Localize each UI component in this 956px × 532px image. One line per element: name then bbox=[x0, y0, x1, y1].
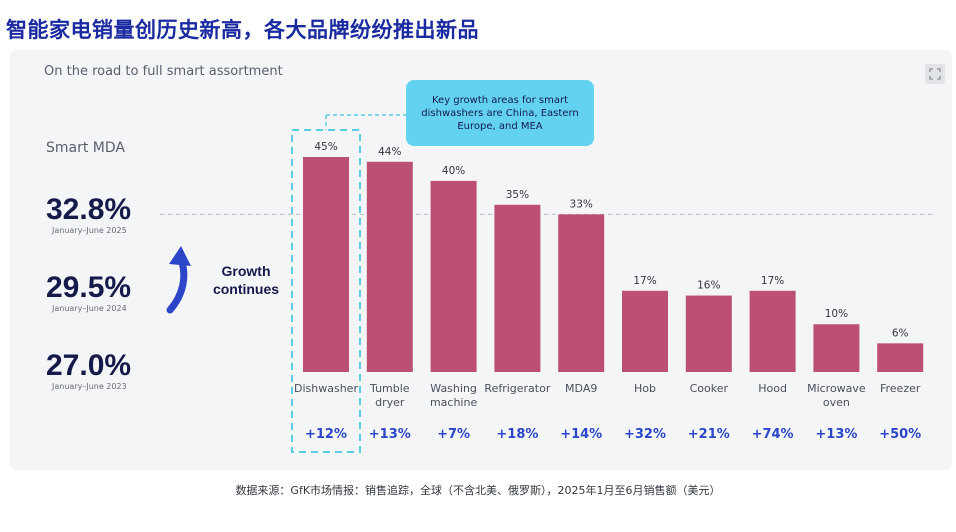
bar-6 bbox=[685, 295, 732, 372]
category-label-0: Dishwasher bbox=[294, 382, 358, 395]
growth-label-line-2: continues bbox=[212, 281, 280, 297]
category-label-6: Cooker bbox=[690, 382, 729, 395]
category-label-5: Hob bbox=[634, 382, 656, 395]
growth-label-0: +12% bbox=[305, 427, 347, 442]
category-label-1-line-0: Tumble bbox=[369, 382, 410, 395]
bar-8 bbox=[813, 324, 860, 372]
stat-2024-value: 29.5% bbox=[46, 271, 132, 304]
highlight-box bbox=[291, 129, 361, 453]
stat-2025-value: 32.8% bbox=[46, 193, 132, 226]
growth-label-6: +21% bbox=[688, 427, 730, 442]
chart-title: On the road to full smart assortment bbox=[44, 64, 283, 79]
category-label-9: Freezer bbox=[880, 382, 921, 395]
category-label-2-line-1: machine bbox=[430, 396, 478, 409]
headline: 智能家电销量创历史新高，各大品牌纷纷推出新品 bbox=[6, 18, 479, 42]
category-label-1-line-1: dryer bbox=[375, 396, 405, 409]
growth-label-4: +14% bbox=[560, 427, 602, 442]
stat-2023-value: 27.0% bbox=[46, 349, 132, 382]
value-label-3: 35% bbox=[506, 189, 529, 201]
growth-label-2: +7% bbox=[437, 427, 470, 442]
value-label-9: 6% bbox=[892, 327, 909, 339]
value-label-8: 10% bbox=[825, 308, 848, 320]
bar-1 bbox=[366, 161, 413, 372]
value-label-5: 17% bbox=[633, 275, 656, 287]
category-label-7: Hood bbox=[758, 382, 787, 395]
stat-2025-period: January–June 2025 bbox=[52, 226, 127, 235]
bar-3 bbox=[494, 204, 541, 372]
growth-label-line-1: Growth bbox=[221, 263, 271, 279]
bar-2 bbox=[430, 180, 477, 372]
callout-box: Key growth areas for smart dishwashers a… bbox=[406, 80, 594, 146]
value-label-4: 33% bbox=[570, 198, 593, 210]
expand-icon bbox=[929, 68, 941, 80]
growth-arrow-icon bbox=[166, 246, 191, 314]
growth-label-9: +50% bbox=[879, 427, 921, 442]
growth-label-8: +13% bbox=[815, 427, 857, 442]
value-label-6: 16% bbox=[697, 280, 720, 292]
growth-label-1: +13% bbox=[369, 427, 411, 442]
value-label-0: 45% bbox=[314, 141, 337, 153]
stat-2023-period: January–June 2023 bbox=[52, 382, 127, 391]
stat-2024: 29.5% January–June 2024 bbox=[46, 271, 166, 314]
expand-button[interactable] bbox=[925, 64, 945, 84]
growth-label-5: +32% bbox=[624, 427, 666, 442]
category-label-3: Refrigerator bbox=[484, 382, 550, 395]
category-label-8-line-0: Microwave bbox=[807, 382, 866, 395]
category-label-2-line-0: Washing bbox=[430, 382, 477, 395]
smart-mda-label: Smart MDA bbox=[46, 140, 125, 156]
bar-7 bbox=[749, 290, 796, 372]
value-label-7: 17% bbox=[761, 275, 784, 287]
bar-5 bbox=[622, 290, 668, 372]
growth-label-7: +74% bbox=[752, 427, 794, 442]
growth-continues-label: Growth continues bbox=[204, 262, 288, 298]
bar-0 bbox=[303, 157, 349, 372]
stat-2024-period: January–June 2024 bbox=[52, 304, 127, 313]
bar-4 bbox=[558, 214, 605, 372]
value-label-1: 44% bbox=[378, 146, 401, 158]
source-note: 数据来源：GfK市场情报：销售追踪，全球（不含北美、俄罗斯），2025年1月至6… bbox=[235, 484, 721, 497]
stat-2023: 27.0% January–June 2023 bbox=[46, 349, 166, 392]
value-label-2: 40% bbox=[442, 165, 465, 177]
growth-label-3: +18% bbox=[496, 427, 538, 442]
bar-9 bbox=[877, 343, 924, 372]
category-label-8-line-1: oven bbox=[823, 396, 850, 409]
category-label-4: MDA9 bbox=[565, 382, 597, 395]
stat-2025: 32.8% January–June 2025 bbox=[46, 193, 166, 236]
